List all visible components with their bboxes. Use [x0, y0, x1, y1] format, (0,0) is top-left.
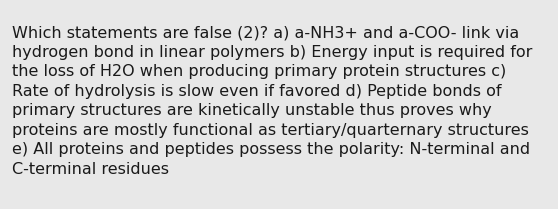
Text: Which statements are false (2)? a) a-NH3+ and a-COO- link via
hydrogen bond in l: Which statements are false (2)? a) a-NH3… — [12, 25, 533, 177]
